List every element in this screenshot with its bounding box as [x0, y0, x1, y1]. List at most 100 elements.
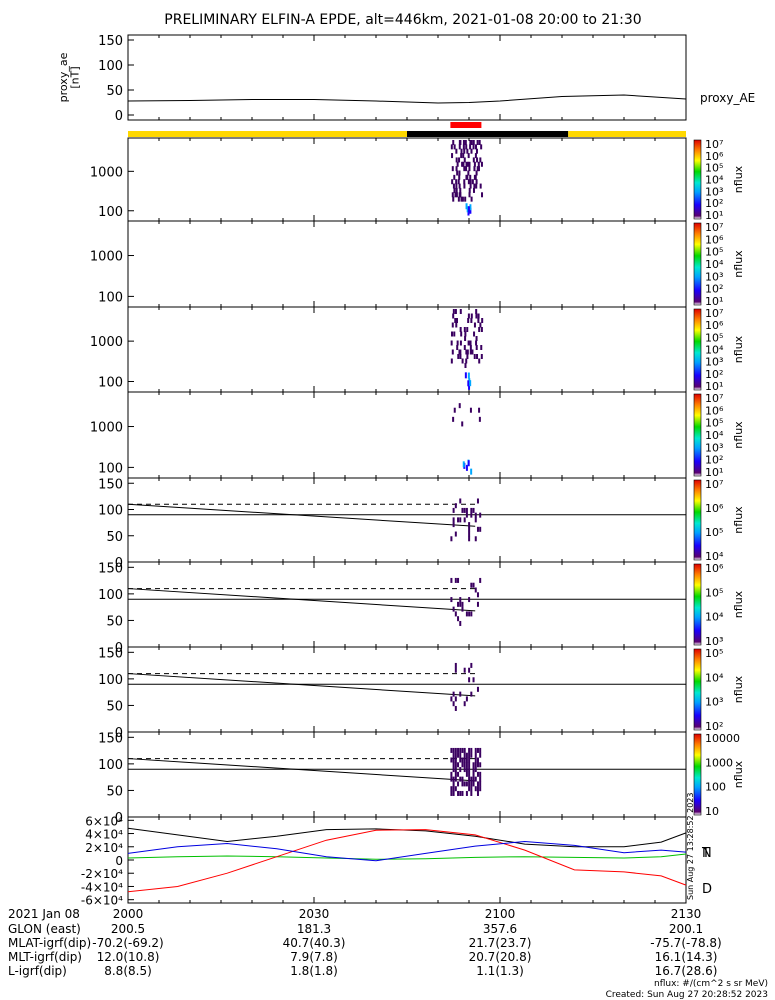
- colorbar-tick-label: 10⁴: [705, 550, 724, 563]
- spectrogram-pixel: [459, 691, 462, 697]
- colorbar-tick-label: 10⁵: [705, 331, 723, 344]
- igrf-legend-D: D: [702, 882, 712, 897]
- spectrogram-pixel: [462, 461, 465, 468]
- spectrogram-pixel: [454, 771, 457, 777]
- spectrogram-pixel: [452, 313, 455, 319]
- spectrogram-pixel: [456, 170, 459, 176]
- spectrogram-pixel: [473, 322, 476, 328]
- spectrogram-pixel: [466, 174, 469, 180]
- spectrogram-pixel: [454, 503, 457, 509]
- spectrogram-pixel: [471, 179, 474, 185]
- y-tick-label: 50: [106, 530, 123, 545]
- spectrogram-pixel: [455, 157, 458, 163]
- pa1-panel-frame: [127, 561, 687, 648]
- y-tick-label: 100: [98, 376, 123, 391]
- igrf-series-line: [127, 853, 687, 860]
- spectrogram-pixel: [468, 747, 471, 753]
- spectrogram-pixel: [454, 776, 457, 782]
- footer-row-label: MLT-igrf(dip): [8, 950, 82, 964]
- spectrogram-pixel: [479, 322, 482, 328]
- spectrogram-pixel: [459, 747, 462, 753]
- pa2-panel-frame: [127, 646, 687, 733]
- spectrogram-pixel: [452, 522, 455, 528]
- spectrogram-pixel: [467, 161, 470, 167]
- spectrogram-pixel: [470, 691, 473, 697]
- spectrogram-pixel: [465, 611, 468, 617]
- spectrogram-pixel: [474, 776, 477, 782]
- spectrogram-pixel: [455, 179, 458, 185]
- spectrogram-pixel: [454, 705, 457, 711]
- y-tick-label: 0: [115, 641, 123, 656]
- orbit-bar-segment: [568, 131, 686, 137]
- spectrogram-pixel: [452, 701, 455, 707]
- spectrogram-pixel: [470, 781, 473, 787]
- spectrogram-pixel: [476, 762, 479, 768]
- footer-cell: 16.1(14.3): [655, 950, 718, 964]
- spectrogram-pixel: [459, 192, 462, 198]
- y-tick-label: 150: [98, 561, 123, 576]
- colorbar-tick-label: 10⁶: [705, 502, 724, 515]
- spectrogram-pixel: [480, 345, 483, 350]
- spectrogram-pixel: [481, 318, 484, 323]
- colorbar-tick-label: 10000: [705, 732, 740, 745]
- spectrogram-pixel: [470, 318, 473, 323]
- colorbar-tick-label: 10²: [705, 283, 723, 296]
- spectrogram-pixel: [458, 170, 461, 176]
- spectrogram-pixel: [469, 179, 472, 185]
- spectrogram-pixel: [474, 786, 477, 792]
- spectrogram-pixel: [451, 322, 454, 328]
- spectrogram-pixel: [460, 196, 463, 202]
- spectrogram-pixel: [450, 536, 453, 542]
- spectrogram-pixel: [479, 526, 482, 532]
- colorbar-label: nflux: [732, 506, 745, 534]
- spectrogram-pixel: [461, 776, 464, 782]
- spectrogram-pixel: [480, 161, 483, 167]
- y-tick-label: 100: [98, 461, 123, 476]
- pa2-colorbar: [693, 648, 702, 731]
- spectrogram-pixel: [454, 762, 457, 768]
- spectrogram-pixel: [450, 144, 453, 150]
- footer-cell: 2030: [299, 907, 330, 921]
- spectrogram-pixel: [470, 786, 473, 792]
- spectrogram-pixel: [471, 349, 474, 355]
- pa0-panel-frame: [127, 477, 687, 563]
- footer-cell: 200.5: [111, 922, 145, 936]
- spectrogram-pixel: [478, 140, 481, 145]
- footer-cell: 1.1(1.3): [476, 964, 524, 978]
- spectrogram-pixel: [475, 170, 478, 176]
- en4-colorbar: [693, 393, 702, 477]
- spectrogram-pixel: [452, 786, 455, 792]
- spectrogram-pixel: [469, 340, 472, 346]
- footer-cell: 21.7(23.7): [469, 936, 532, 950]
- colorbar-tick-label: 10⁶: [705, 319, 724, 332]
- spectrogram-pixel: [457, 762, 460, 768]
- spectrogram-pixel: [468, 597, 471, 603]
- spectrogram-pixel: [457, 196, 460, 202]
- footer-row-label: GLON (east): [8, 922, 81, 936]
- spectrogram-pixel: [475, 183, 478, 189]
- spectrogram-pixel: [479, 183, 482, 189]
- en2-panel-frame: [127, 220, 687, 308]
- en4-panel-frame: [127, 391, 687, 479]
- en2-colorbar: [693, 222, 702, 306]
- ae-panel-frame: [127, 34, 687, 121]
- spectrogram-pixel: [465, 512, 468, 518]
- spectrogram-pixel: [476, 140, 479, 145]
- spectrogram-pixel: [463, 517, 466, 523]
- colorbar-label: nflux: [732, 590, 745, 618]
- y-tick-label: 50: [106, 84, 123, 99]
- spectrogram-pixel: [481, 192, 484, 198]
- spectrogram-pixel: [472, 776, 475, 782]
- spectrogram-pixel: [452, 691, 455, 697]
- spectrogram-pixel: [476, 786, 479, 792]
- spectrogram-pixel: [468, 161, 471, 167]
- spectrogram-pixel: [459, 498, 462, 504]
- footer-cell: -75.7(-78.8): [650, 936, 721, 950]
- spectrogram-pixel: [468, 522, 471, 528]
- spectrogram-pixel: [464, 140, 467, 145]
- colorbar-tick-label: 10²: [705, 454, 723, 467]
- spectrogram-pixel: [470, 507, 473, 513]
- spectrogram-pixel: [463, 179, 466, 185]
- spectrogram-pixel: [468, 762, 471, 768]
- y-tick-label: 6×10⁴: [85, 814, 123, 828]
